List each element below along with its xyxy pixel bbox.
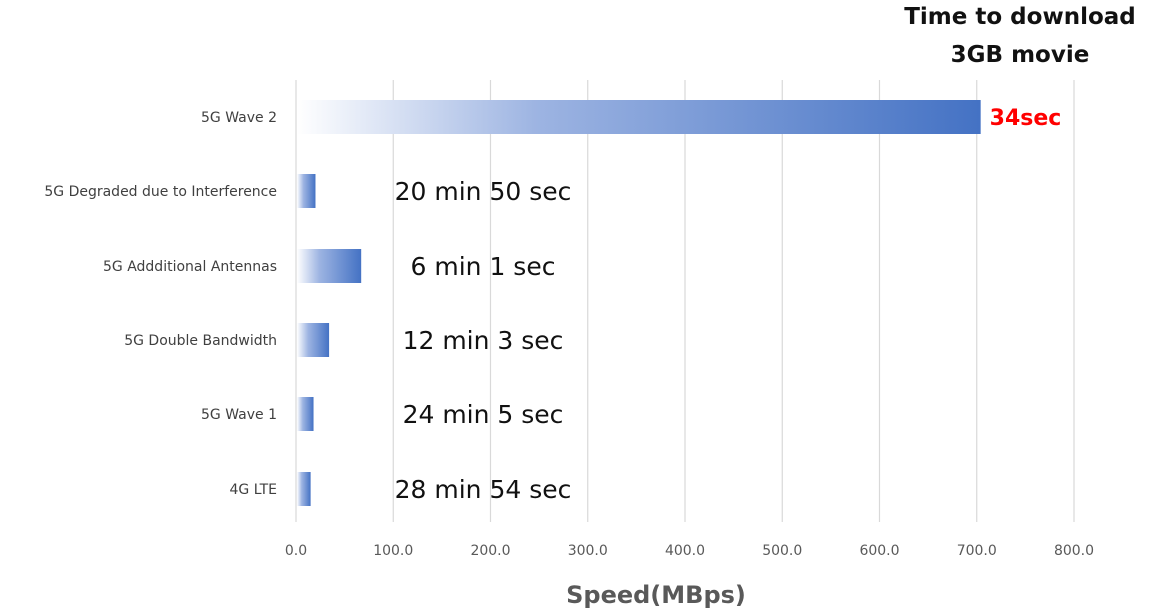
category-label: 4G LTE <box>230 482 277 498</box>
x-tick-label: 0.0 <box>285 543 307 559</box>
x-tick-label: 600.0 <box>859 543 899 559</box>
x-tick-label: 200.0 <box>470 543 510 559</box>
x-tick-label: 300.0 <box>568 543 608 559</box>
data-label: 20 min 50 sec <box>395 177 572 206</box>
category-label: 5G Addditional Antennas <box>103 259 277 275</box>
x-axis-title: Speed(MBps) <box>566 581 746 609</box>
header-line-1: Time to download <box>904 4 1136 30</box>
data-label: 6 min 1 sec <box>411 252 556 281</box>
category-label: 5G Wave 1 <box>201 407 277 423</box>
x-tick-label: 700.0 <box>957 543 997 559</box>
data-label: 24 min 5 sec <box>403 400 564 429</box>
category-label: 5G Degraded due to Interference <box>44 184 277 200</box>
category-label: 5G Wave 2 <box>201 110 277 126</box>
data-label: 28 min 54 sec <box>395 475 572 504</box>
x-tick-label: 100.0 <box>373 543 413 559</box>
data-label: 12 min 3 sec <box>403 326 564 355</box>
data-label-highlight: 34sec <box>990 106 1062 131</box>
category-label: 5G Double Bandwidth <box>124 333 277 349</box>
x-tick-label: 500.0 <box>762 543 802 559</box>
bar <box>297 174 316 208</box>
bar <box>297 100 981 134</box>
bar <box>297 323 330 357</box>
x-tick-label: 400.0 <box>665 543 705 559</box>
bar <box>297 249 362 283</box>
x-tick-label: 800.0 <box>1054 543 1094 559</box>
header-line-2: 3GB movie <box>950 42 1090 68</box>
bar <box>297 472 311 506</box>
bar <box>297 397 314 431</box>
